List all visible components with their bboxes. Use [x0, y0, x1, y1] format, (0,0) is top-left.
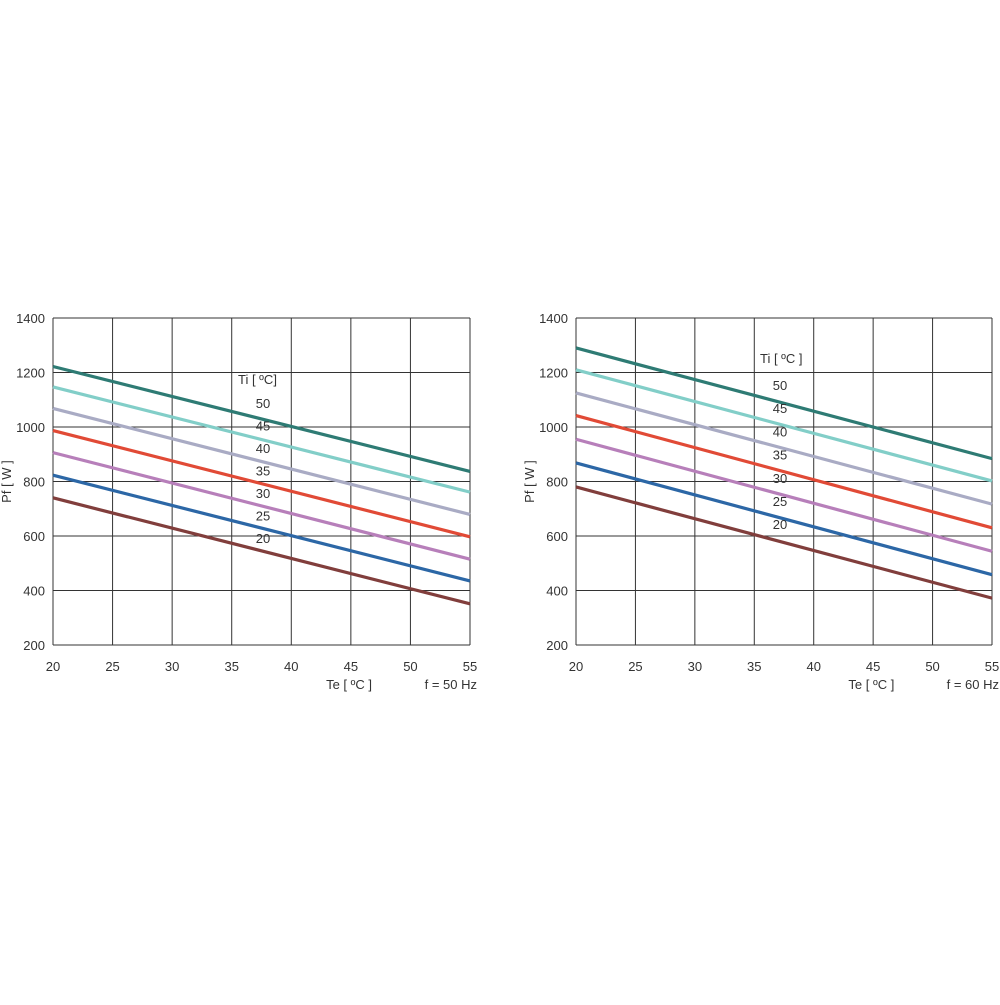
chart-1-y-tick-label: 1400: [539, 311, 568, 326]
chart-0-y-axis-label: Pf [ W ]: [0, 460, 14, 503]
chart-0-legend-title: Ti [ ºC]: [238, 372, 277, 387]
chart-0-x-tick-label: 55: [463, 659, 477, 674]
chart-1-legend-label-30: 30: [773, 471, 787, 486]
chart-1-x-tick-label: 55: [985, 659, 999, 674]
chart-1-y-tick-label: 800: [546, 475, 568, 490]
chart-0-series-line-50: [52, 364, 471, 473]
chart-1-legend-label-40: 40: [773, 424, 787, 439]
chart-1-legend-label-50: 50: [773, 378, 787, 393]
chart-1-series-line-25: [575, 461, 993, 577]
chart-1-y-tick-label: 1000: [539, 420, 568, 435]
chart-0-x-tick-label: 20: [46, 659, 60, 674]
chart-0-x-tick-label: 40: [284, 659, 298, 674]
chart-0-frequency-note: f = 50 Hz: [425, 677, 477, 692]
chart-1-legend-label-45: 45: [773, 401, 787, 416]
chart-1-series-line-35: [575, 414, 993, 530]
chart-0-x-tick-label: 50: [403, 659, 417, 674]
chart-0-y-tick-label: 1200: [16, 366, 45, 381]
chart-1-x-tick-label: 20: [569, 659, 583, 674]
chart-1-series-line-45: [575, 368, 993, 483]
chart-1-legend-label-25: 25: [773, 494, 787, 509]
chart-0-x-tick-label: 35: [224, 659, 238, 674]
chart-1-series-line-40: [575, 391, 993, 506]
chart-1-y-tick-label: 400: [546, 584, 568, 599]
chart-0-series-line-40: [52, 406, 471, 517]
chart-0-x-tick-label: 30: [165, 659, 179, 674]
chart-0-x-tick-label: 45: [344, 659, 358, 674]
chart-1-y-tick-label: 600: [546, 529, 568, 544]
chart-0-legend-label-25: 25: [256, 509, 270, 524]
chart-1-x-tick-label: 40: [806, 659, 820, 674]
chart-1-frequency-note: f = 60 Hz: [947, 677, 999, 692]
chart-1-x-tick-label: 45: [866, 659, 880, 674]
chart-0-x-axis-label: Te [ ºC ]: [326, 677, 372, 692]
chart-1-legend-label-20: 20: [773, 517, 787, 532]
chart-0-legend-label-35: 35: [256, 464, 270, 479]
chart-0-y-tick-label: 1000: [16, 420, 45, 435]
chart-1-y-tick-label: 1200: [539, 366, 568, 381]
chart-0-y-tick-label: 600: [23, 529, 45, 544]
chart-0-y-tick-label: 1400: [16, 311, 45, 326]
chart-1-series-line-30: [575, 437, 993, 553]
chart-0-series-line-25: [52, 473, 471, 583]
chart-1-series-line-50: [575, 346, 993, 461]
chart-0-y-tick-label: 400: [23, 584, 45, 599]
chart-0-series-line-45: [52, 385, 471, 494]
chart-1-legend-title: Ti [ ºC ]: [760, 351, 803, 366]
chart-1-x-tick-label: 30: [688, 659, 702, 674]
chart-0-legend-label-30: 30: [256, 486, 270, 501]
chart-1-x-tick-label: 50: [925, 659, 939, 674]
chart-1-legend-label-35: 35: [773, 448, 787, 463]
chart-0-series-line-35: [52, 428, 471, 539]
chart-0-series-line-30: [52, 451, 471, 561]
chart-0-series-line-20: [52, 496, 471, 606]
chart-0: 20 25 30 35 40 45 50 55 200 400 600 800 1000 1200 1400…: [0, 311, 477, 692]
chart-1-x-tick-label: 25: [628, 659, 642, 674]
chart-1-x-axis-label: Te [ ºC ]: [848, 677, 894, 692]
chart-0-legend-label-40: 40: [256, 441, 270, 456]
chart-1: 20 25 30 35 40 45 50 55 200 400 600 800 1000 1200 1400…: [522, 311, 999, 692]
chart-0-legend-label-50: 50: [256, 396, 270, 411]
chart-1-x-tick-label: 35: [747, 659, 761, 674]
chart-1-series-line-20: [575, 485, 993, 600]
chart-0-y-tick-label: 800: [23, 475, 45, 490]
chart-1-y-tick-label: 200: [546, 638, 568, 653]
chart-0-x-tick-label: 25: [105, 659, 119, 674]
chart-0-legend-label-45: 45: [256, 419, 270, 434]
chart-0-legend-label-20: 20: [256, 531, 270, 546]
chart-0-y-tick-label: 200: [23, 638, 45, 653]
chart-1-y-axis-label: Pf [ W ]: [522, 460, 537, 503]
